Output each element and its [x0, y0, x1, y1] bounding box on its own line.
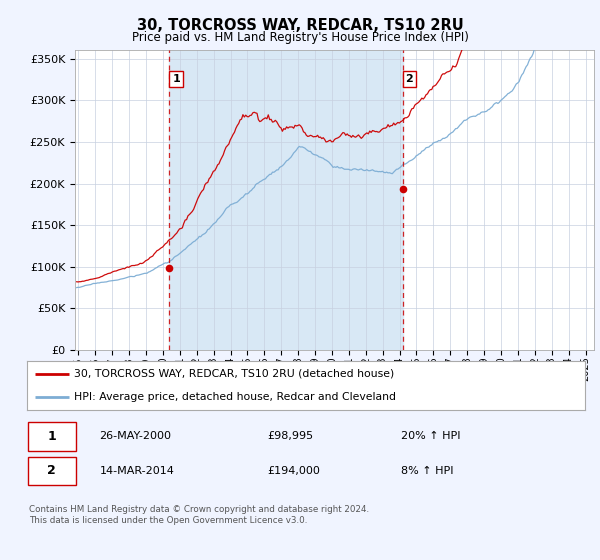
Text: 26-MAY-2000: 26-MAY-2000: [100, 432, 172, 441]
Text: 1: 1: [172, 74, 180, 84]
Text: 30, TORCROSS WAY, REDCAR, TS10 2RU: 30, TORCROSS WAY, REDCAR, TS10 2RU: [137, 18, 463, 34]
Text: 1: 1: [47, 430, 56, 443]
Text: Contains HM Land Registry data © Crown copyright and database right 2024.
This d: Contains HM Land Registry data © Crown c…: [29, 505, 369, 525]
Text: 30, TORCROSS WAY, REDCAR, TS10 2RU (detached house): 30, TORCROSS WAY, REDCAR, TS10 2RU (deta…: [74, 369, 395, 379]
Text: 2: 2: [47, 464, 56, 477]
FancyBboxPatch shape: [28, 422, 76, 451]
FancyBboxPatch shape: [28, 456, 76, 485]
Text: HPI: Average price, detached house, Redcar and Cleveland: HPI: Average price, detached house, Redc…: [74, 391, 397, 402]
Text: £194,000: £194,000: [267, 466, 320, 475]
Text: 14-MAR-2014: 14-MAR-2014: [100, 466, 175, 475]
Text: Price paid vs. HM Land Registry's House Price Index (HPI): Price paid vs. HM Land Registry's House …: [131, 31, 469, 44]
Text: 20% ↑ HPI: 20% ↑ HPI: [401, 432, 460, 441]
Text: 8% ↑ HPI: 8% ↑ HPI: [401, 466, 454, 475]
Text: 2: 2: [406, 74, 413, 84]
Bar: [169, 50, 403, 350]
Text: £98,995: £98,995: [267, 432, 313, 441]
